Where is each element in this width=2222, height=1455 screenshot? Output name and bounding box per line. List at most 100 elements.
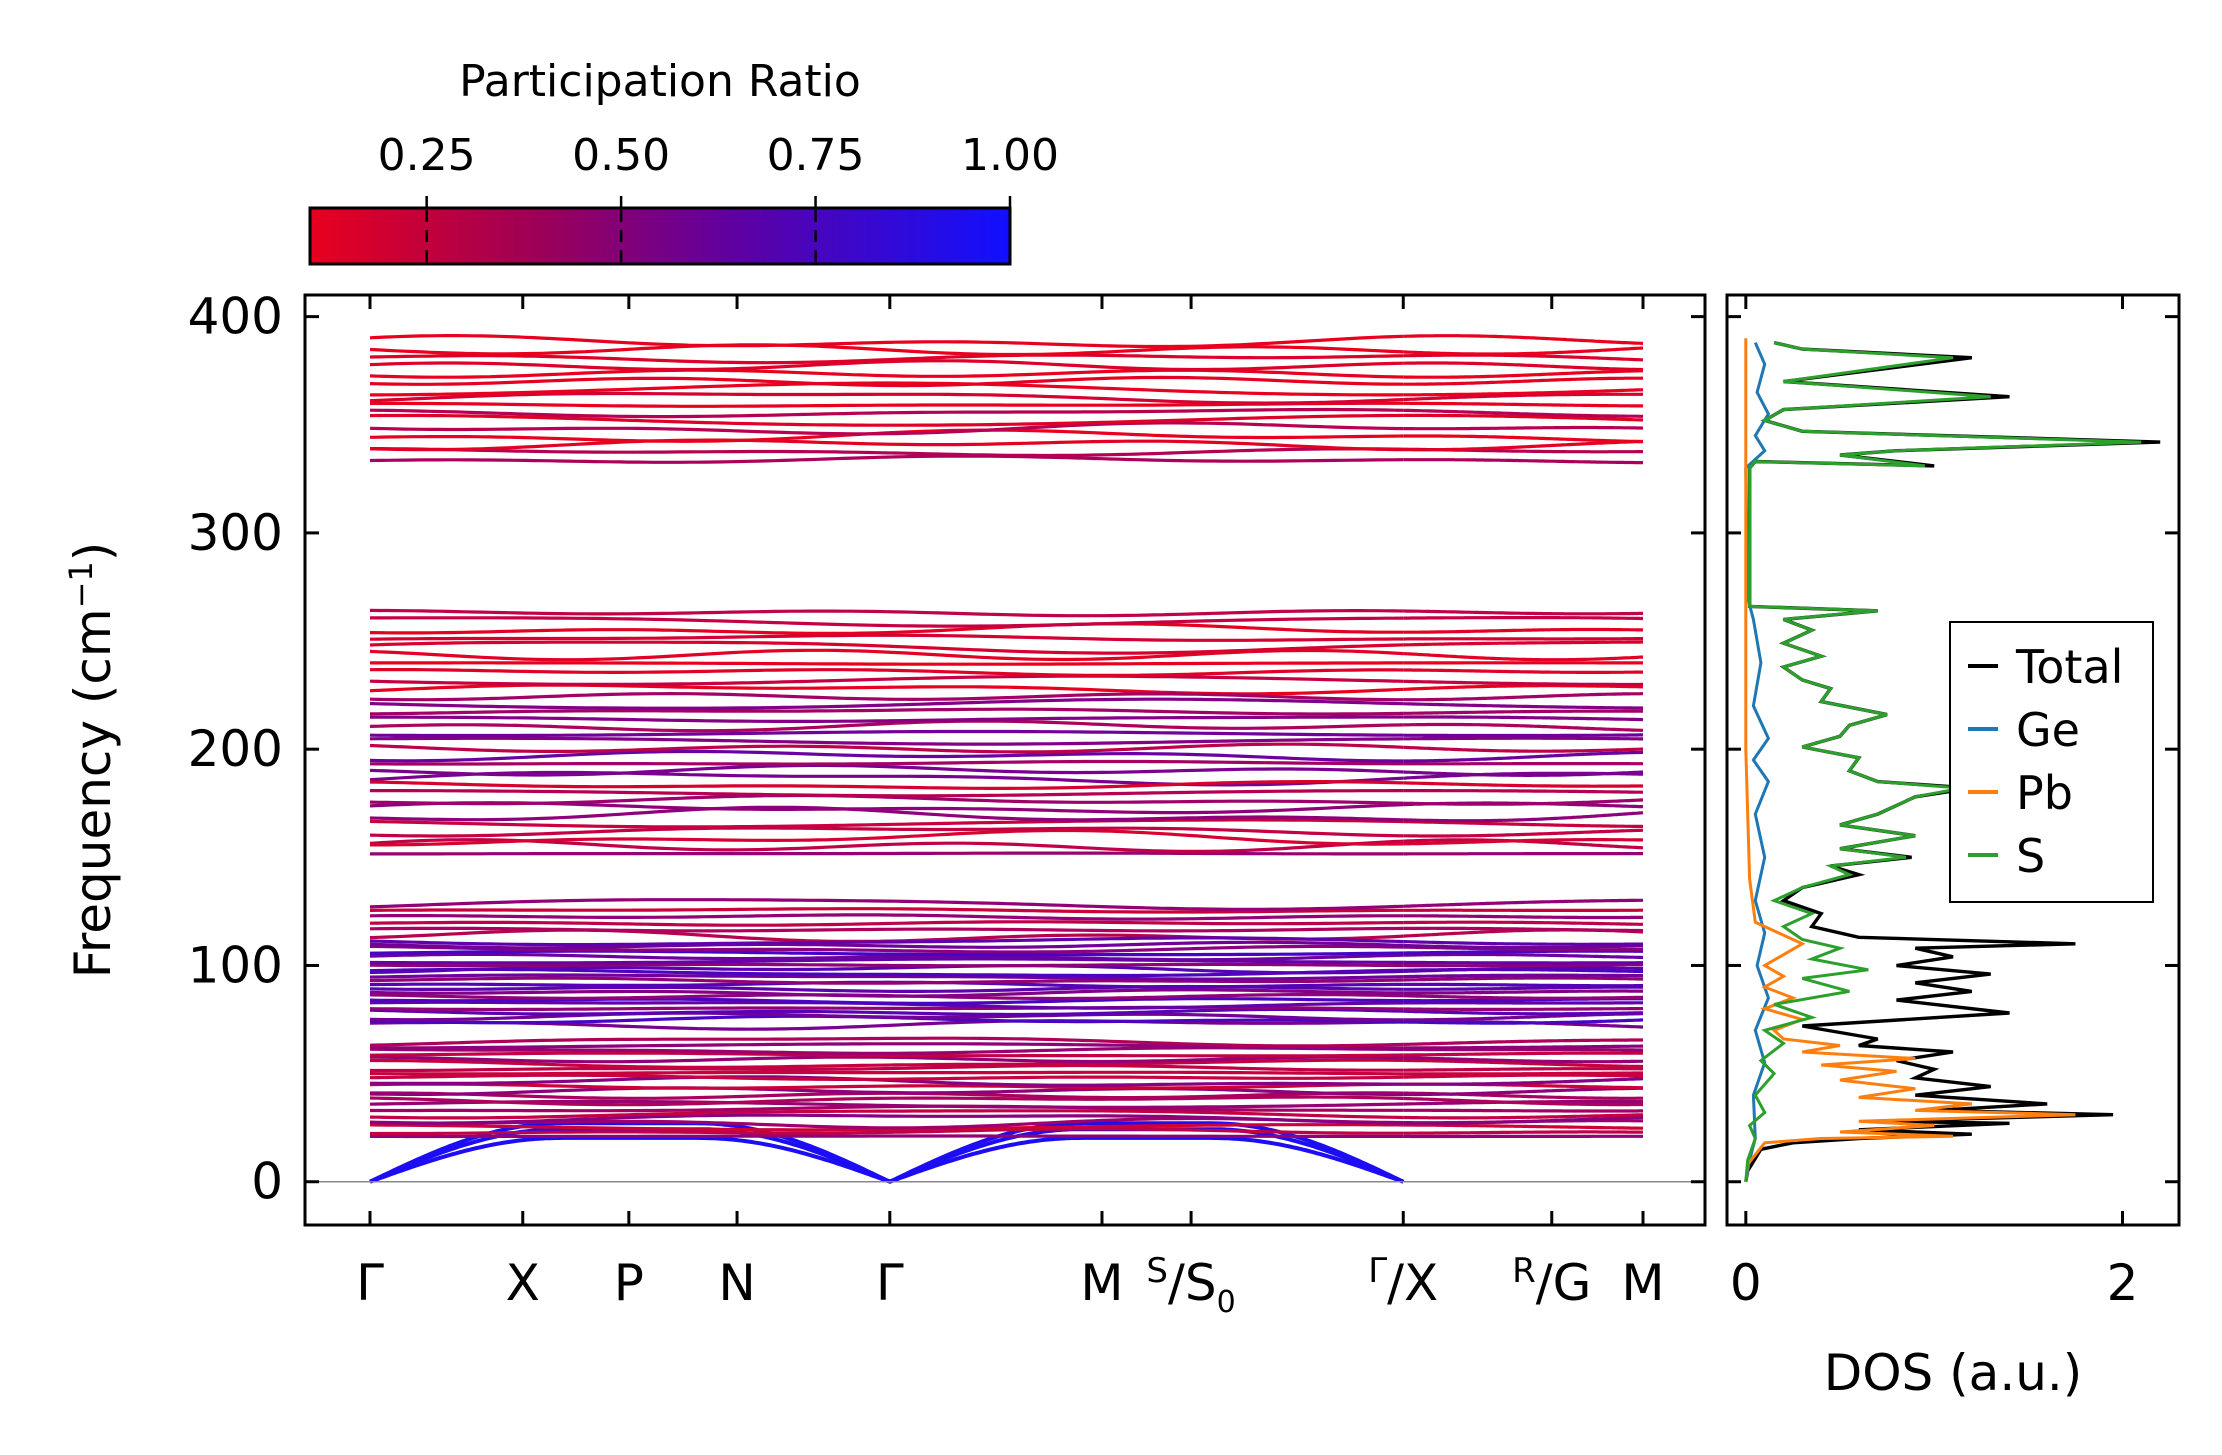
- phonon-band: [1403, 1038, 1643, 1046]
- phonon-band: [369, 940, 1404, 950]
- phonon-band: [1403, 1123, 1643, 1130]
- phonon-band: [369, 818, 1404, 829]
- phonon-band: [369, 633, 1404, 642]
- acoustic-branch: [369, 1135, 1404, 1184]
- phonon-band: [1403, 353, 1644, 362]
- phonon-band: [1403, 781, 1643, 788]
- phonon-band: [369, 952, 1404, 962]
- phonon-band: [369, 1086, 1404, 1097]
- phonon-band: [1403, 898, 1643, 908]
- phonon-band: [369, 964, 1404, 975]
- phonon-band: [1403, 722, 1643, 732]
- k-point-label: P: [614, 1254, 644, 1312]
- phonon-band: [1403, 616, 1643, 621]
- phonon-band: [369, 454, 1404, 464]
- phonon-band: [1403, 1006, 1644, 1011]
- phonon-band: [370, 1127, 1404, 1136]
- phonon-band: [1403, 1018, 1644, 1025]
- k-point-label: Γ: [876, 1254, 904, 1312]
- k-point-label: Γ/X: [1368, 1251, 1438, 1312]
- phonon-band: [1403, 1086, 1643, 1097]
- phonon-band: [370, 447, 1404, 458]
- phonon-band: [1403, 966, 1644, 973]
- dos-x-tick-label: 0: [1730, 1254, 1762, 1312]
- phonon-band: [1403, 401, 1643, 408]
- dos-curve-pb: [1744, 338, 2076, 1182]
- dos-curve-s: [1744, 341, 2142, 1182]
- phonon-band: [1403, 736, 1643, 741]
- phonon-band: [1403, 1047, 1644, 1052]
- dos-x-tick-label: 2: [2107, 1254, 2139, 1312]
- phonon-band: [369, 391, 1404, 405]
- phonon-band: [369, 668, 1404, 677]
- dos-x-axis-label: DOS (a.u.): [1824, 1344, 2083, 1402]
- phonon-band: [369, 780, 1404, 790]
- y-axis-label: Frequency (cm−1): [62, 542, 122, 979]
- phonon-band: [1403, 952, 1644, 960]
- phonon-band: [1403, 982, 1643, 988]
- phonon-band: [1403, 679, 1643, 687]
- phonon-band: [369, 973, 1404, 981]
- y-tick-label: 400: [188, 288, 283, 346]
- phonon-band: [370, 616, 1404, 628]
- y-tick-label: 300: [188, 504, 283, 562]
- colorbar-tick-labels: 0.25 0.50 0.75 1.00: [378, 130, 1059, 181]
- phonon-band: [369, 359, 1404, 372]
- phonon-band: [1403, 458, 1643, 465]
- phonon-band: [369, 936, 1404, 947]
- phonon-band: [1403, 425, 1644, 431]
- phonon-band: [369, 1036, 1404, 1048]
- phonon-band: [369, 438, 1404, 452]
- phonon-band: [369, 719, 1404, 733]
- phonon-band: [1403, 963, 1644, 968]
- k-point-label: R/G: [1512, 1251, 1591, 1312]
- phonon-band: [369, 691, 1404, 702]
- colorbar-tick-label: 0.50: [572, 130, 670, 181]
- phonon-band: [1403, 668, 1643, 674]
- phonon-band: [1403, 1113, 1643, 1120]
- legend-label-total: Total: [2015, 640, 2123, 694]
- phonon-band: [1403, 702, 1644, 710]
- phonon-band: [1403, 692, 1643, 702]
- phonon-band: [1403, 1067, 1643, 1072]
- phonon-band: [370, 851, 1404, 856]
- k-point-label: M: [1080, 1254, 1123, 1312]
- phonon-band: [369, 707, 1404, 716]
- phonon-band: [1403, 627, 1644, 634]
- phonon-band: [1403, 798, 1643, 806]
- phonon-band: [1403, 989, 1643, 995]
- phonon-band: [369, 759, 1404, 766]
- phonon-band: [1403, 1071, 1643, 1076]
- band-frame: [303, 293, 1707, 1227]
- k-point-label: S/S0: [1146, 1251, 1235, 1320]
- phonon-band: [370, 1058, 1404, 1069]
- phonon-band: [1403, 684, 1643, 691]
- phonon-band: [1403, 1108, 1643, 1113]
- phonon-band: [369, 428, 1404, 443]
- phonon-band: [1403, 1058, 1643, 1069]
- colorbar: Participation Ratio 0.25 0.50 0.75 1.00: [308, 56, 1059, 266]
- phonon-band: [370, 789, 1404, 798]
- phonon-band: [369, 770, 1404, 787]
- phonon-band: [369, 1011, 1404, 1022]
- phonon-band: [370, 1055, 1404, 1064]
- phonon-band: [369, 421, 1404, 436]
- phonon-band: [1403, 369, 1643, 379]
- band-axis: 0 100 200 300 400 Γ X P N Γ M S/S0 Γ/X R/G M: [188, 288, 2179, 1320]
- colorbar-tick-label: 1.00: [961, 130, 1059, 181]
- phonon-band: [1403, 1044, 1643, 1050]
- phonon-band: [1403, 1009, 1643, 1016]
- phonon-band: [1403, 811, 1644, 823]
- phonon-band: [369, 608, 1404, 618]
- phonon-band: [369, 944, 1404, 954]
- phonon-band: [369, 1113, 1404, 1125]
- phonon-band: [1403, 652, 1644, 662]
- phonon-band: [369, 368, 1404, 379]
- phonon-band: [369, 1109, 1404, 1120]
- phonon-band: [369, 826, 1404, 838]
- legend-label-pb: Pb: [2016, 766, 2073, 820]
- phonon-band: [1403, 709, 1643, 715]
- phonon-band: [369, 1082, 1404, 1090]
- phonon-band: [1403, 940, 1644, 946]
